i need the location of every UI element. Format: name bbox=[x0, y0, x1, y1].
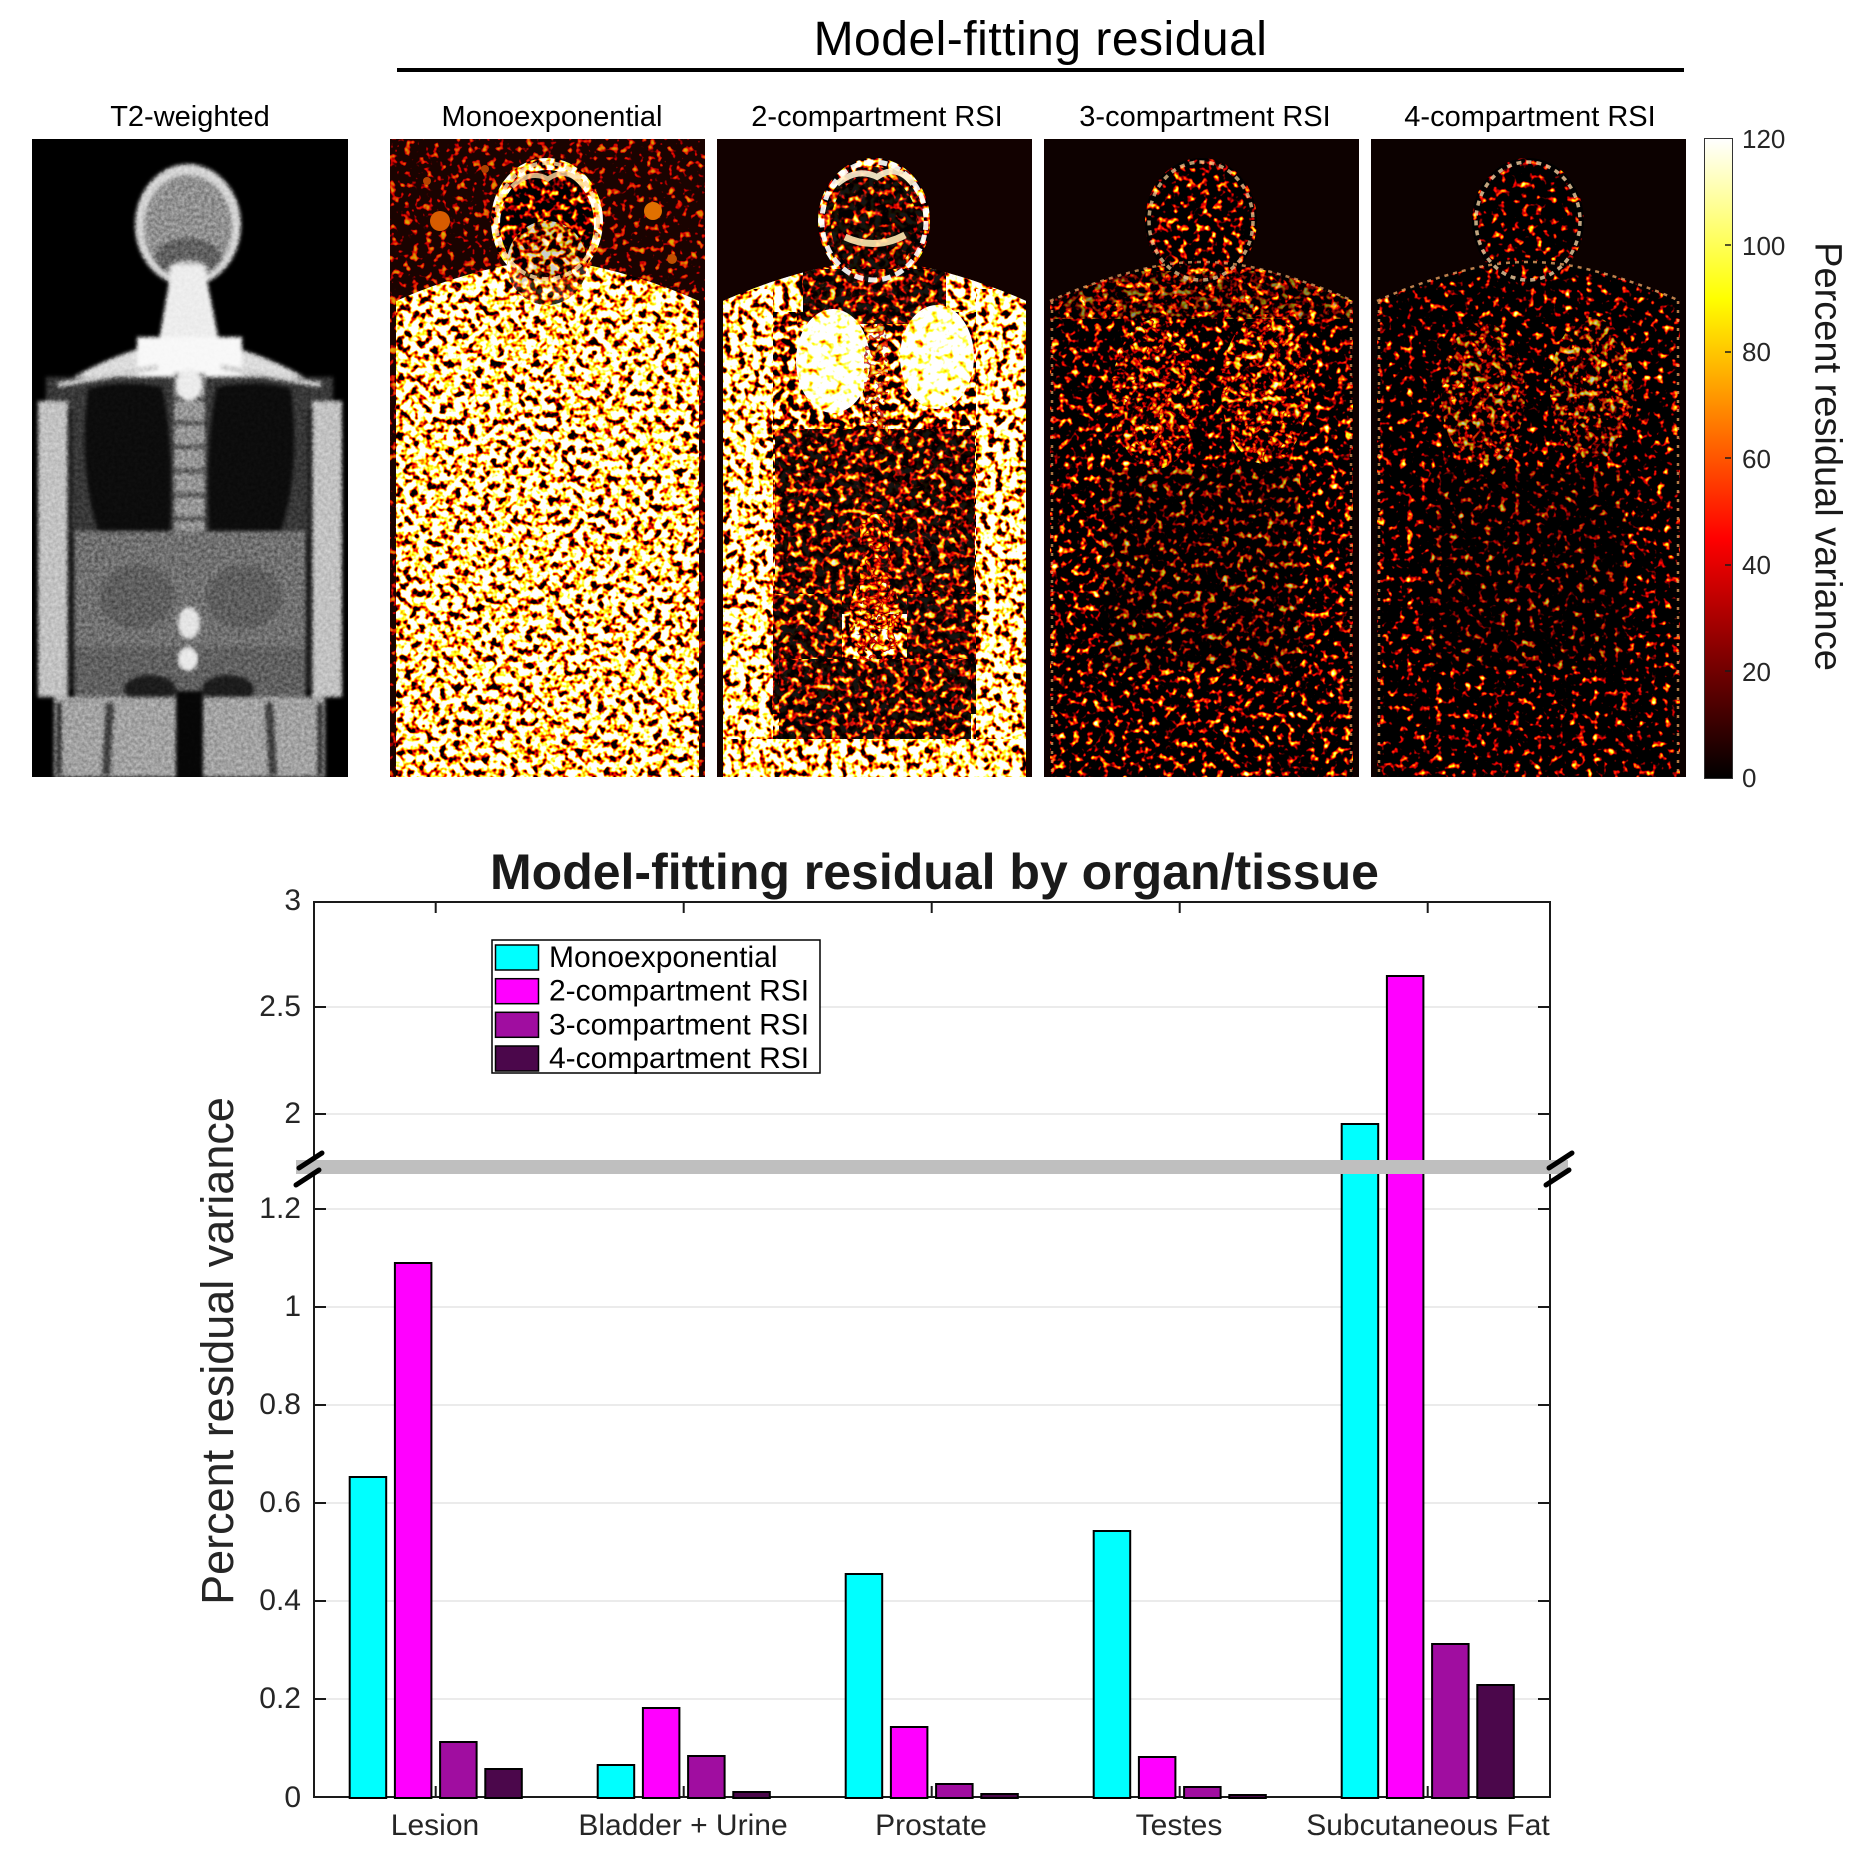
svg-text:4-compartment RSI: 4-compartment RSI bbox=[549, 1042, 809, 1075]
svg-text:3-compartment RSI: 3-compartment RSI bbox=[549, 1008, 809, 1041]
svg-text:Monoexponential: Monoexponential bbox=[549, 941, 778, 974]
svg-text:2-compartment RSI: 2-compartment RSI bbox=[549, 975, 809, 1008]
